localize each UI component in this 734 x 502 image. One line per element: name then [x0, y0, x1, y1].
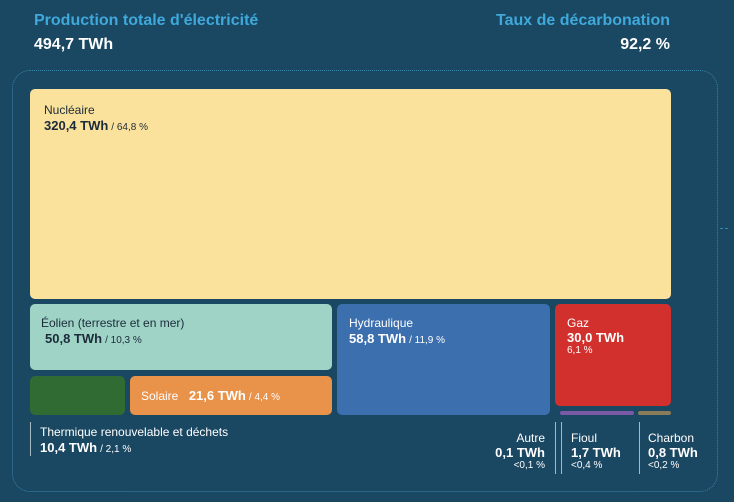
treemap-panel	[12, 70, 718, 492]
tile-label: Gaz	[567, 316, 590, 330]
tile-label: Solaire	[141, 389, 179, 403]
fioul-share: <0,4 %	[571, 460, 603, 471]
charbon-share: <0,2 %	[648, 460, 680, 471]
fioul-leader-line	[561, 422, 562, 474]
tile-value: 50,8 TWh	[45, 331, 103, 346]
fioul-value: 1,7 TWh	[571, 445, 621, 460]
tile-share: 6,1 %	[567, 345, 593, 356]
decarbonation-label: Taux de décarbonation	[496, 12, 670, 29]
autre-value: 0,1 TWh	[495, 445, 545, 460]
charbon-leader-line	[639, 422, 640, 474]
tile-value: 21,6 TWh	[188, 388, 246, 403]
tile-nucleaire[interactable]: Nucléaire 320,4 TWh/ 64,8 %	[30, 89, 671, 299]
fioul-label: Fioul	[571, 431, 598, 445]
tile-share: / 4,4 %	[248, 392, 281, 403]
tile-solaire[interactable]: Solaire 21,6 TWh/ 4,4 %	[130, 376, 332, 415]
autre-share: <0,1 %	[513, 460, 545, 471]
thermique-share: / 2,1 %	[100, 444, 132, 455]
tile-eolien[interactable]: Éolien (terrestre et en mer) 50,8 TWh/ 1…	[30, 304, 332, 370]
tile-fioul[interactable]	[560, 411, 634, 415]
autre-leader-line	[555, 422, 556, 474]
tile-gaz[interactable]: Gaz 30,0 TWh 6,1 %	[555, 304, 671, 406]
tile-label: Nucléaire	[44, 103, 95, 117]
tile-share: / 11,9 %	[409, 335, 446, 346]
tile-share: / 10,3 %	[105, 335, 142, 346]
production-value: 494,7 TWh	[34, 36, 114, 53]
decarbonation-value: 92,2 %	[620, 36, 670, 53]
thermique-label: Thermique renouvelable et déchets	[40, 425, 229, 439]
tile-label: Hydraulique	[349, 316, 414, 330]
autre-label: Autre	[516, 431, 545, 445]
tile-value: 320,4 TWh	[44, 118, 109, 133]
tile-share: / 64,8 %	[111, 122, 148, 133]
panel-connector	[720, 228, 728, 229]
tile-value: 58,8 TWh	[349, 331, 407, 346]
thermique-value: 10,4 TWh	[40, 440, 98, 455]
tile-charbon[interactable]	[638, 411, 671, 415]
production-label: Production totale d'électricité	[34, 12, 259, 29]
tile-hydraulique[interactable]: Hydraulique 58,8 TWh/ 11,9 %	[337, 304, 550, 415]
charbon-value: 0,8 TWh	[648, 445, 698, 460]
thermique-leader-line	[30, 422, 31, 456]
tile-thermique[interactable]	[30, 376, 125, 415]
tile-label: Éolien (terrestre et en mer)	[41, 316, 185, 330]
charbon-label: Charbon	[648, 431, 695, 445]
tile-value: 30,0 TWh	[567, 330, 625, 345]
